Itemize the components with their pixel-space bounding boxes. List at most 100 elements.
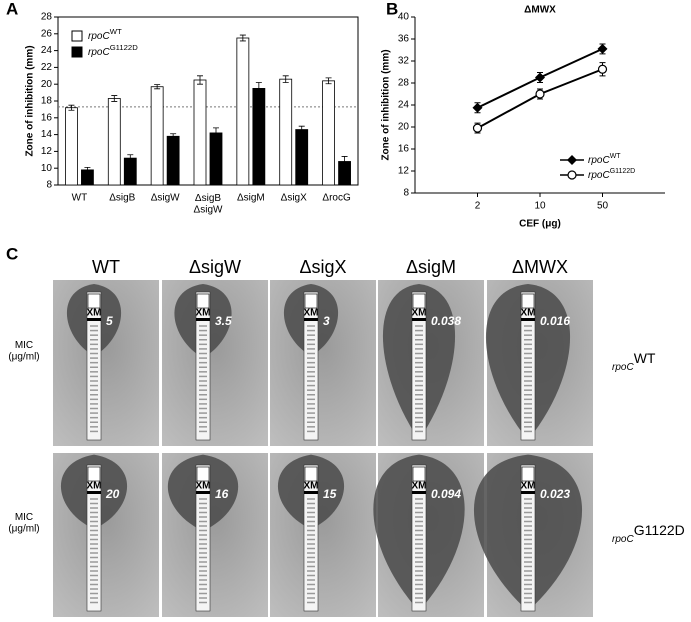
- strip-label: XM: [521, 308, 536, 319]
- strip-logo: [521, 293, 535, 309]
- y-axis-label: Zone of inhibition (mm): [381, 49, 392, 160]
- x-tick-label: WT: [72, 193, 88, 204]
- name-sup: G1122D: [634, 522, 685, 538]
- strip-logo: [196, 293, 210, 309]
- plot-frame: [57, 16, 359, 186]
- y-tick-label: 24: [398, 100, 410, 111]
- y-tick-label: 40: [398, 12, 410, 23]
- strip: [303, 464, 319, 612]
- panel-label: C: [6, 244, 18, 263]
- mic-value: 0.038: [431, 314, 461, 328]
- legend-label: rpoCG1122D: [612, 522, 685, 545]
- error-bar: [213, 127, 219, 139]
- name-main: rpoC: [588, 170, 610, 181]
- bar: [166, 135, 180, 186]
- strip: [86, 291, 102, 441]
- y-tick-label: 20: [398, 122, 410, 133]
- y-tick-label: 28: [398, 78, 410, 89]
- strip-label: XM: [87, 308, 102, 319]
- mic-value: 3: [323, 314, 330, 328]
- x-axis-label: CEF (μg): [519, 219, 561, 230]
- bar: [123, 157, 137, 186]
- y-tick-label: 8: [403, 188, 409, 199]
- column-header: ΔMWX: [512, 257, 568, 277]
- strip-label: XM: [412, 308, 427, 319]
- strip-logo: [87, 293, 101, 309]
- x-tick-label: ΔsigW: [151, 193, 180, 204]
- bar: [107, 98, 121, 186]
- x-tick-label: ΔsigX: [281, 193, 307, 204]
- mic-value: 0.016: [540, 314, 570, 328]
- strip-band: [87, 318, 101, 321]
- y-tick-label: 36: [398, 34, 410, 45]
- strip-band: [87, 491, 101, 494]
- mic-value: 5: [106, 314, 113, 328]
- mic-value: 15: [323, 487, 337, 501]
- marker: [567, 155, 577, 165]
- strip-logo: [412, 466, 426, 482]
- mic-value: 16: [215, 487, 229, 501]
- strip-band: [412, 491, 426, 494]
- strip-label: XM: [304, 308, 319, 319]
- y-tick-label: 18: [41, 96, 53, 107]
- x-tick-label: 2: [475, 201, 481, 212]
- bar: [150, 86, 164, 186]
- strip-band: [304, 318, 318, 321]
- error-bar: [341, 156, 348, 167]
- name-sup: G1122D: [110, 43, 139, 52]
- name-sup: G1122D: [610, 168, 636, 175]
- column-header: ΔsigW: [189, 257, 241, 277]
- x-tick-label: 50: [597, 201, 609, 212]
- y-tick-label: 32: [398, 56, 410, 67]
- strip: [411, 464, 427, 612]
- strip: [520, 291, 536, 441]
- legend-label: rpoCG1122D: [88, 43, 138, 58]
- strip-logo: [87, 466, 101, 482]
- y-tick-label: 12: [41, 146, 53, 157]
- strip: [303, 291, 319, 441]
- x-tick-label: ΔsigB: [109, 193, 135, 204]
- chart-title: ΔMWX: [524, 5, 556, 16]
- mic-value: 0.094: [431, 487, 461, 501]
- strip-band: [304, 491, 318, 494]
- name-main: rpoC: [88, 47, 110, 58]
- panel-label: A: [6, 0, 18, 18]
- strip-label: XM: [196, 308, 211, 319]
- column-header: ΔsigX: [299, 257, 346, 277]
- strip-band: [521, 318, 535, 321]
- marker: [472, 123, 483, 133]
- strip-band: [196, 491, 210, 494]
- legend-label: rpoCG1122D: [588, 168, 635, 180]
- mic-value: 3.5: [215, 314, 232, 328]
- column-header: ΔsigM: [406, 257, 456, 277]
- name-sup: WT: [110, 27, 122, 36]
- strip: [411, 291, 427, 441]
- legend-swatch: [71, 30, 83, 42]
- bar: [279, 78, 293, 186]
- strip-band: [412, 318, 426, 321]
- name-main: rpoC: [612, 362, 634, 373]
- error-bar: [154, 84, 161, 90]
- error-bar: [325, 77, 332, 85]
- error-bar: [111, 95, 118, 102]
- error-bar: [197, 75, 203, 85]
- y-tick-label: 8: [46, 180, 52, 191]
- column-header: WT: [92, 257, 120, 277]
- strip-logo: [304, 466, 318, 482]
- strip-band: [521, 491, 535, 494]
- strip-label: XM: [521, 481, 536, 492]
- bar: [193, 79, 207, 186]
- mic-label: MIC (μg/ml): [8, 512, 39, 535]
- strip-logo: [521, 466, 535, 482]
- panel-label: B: [386, 0, 398, 18]
- y-tick-label: 12: [398, 166, 410, 177]
- marker: [567, 170, 577, 180]
- error-bar: [282, 75, 289, 83]
- x-tick-label: ΔsigB ΔsigW: [194, 193, 223, 216]
- strip-label: XM: [196, 481, 211, 492]
- strip: [520, 464, 536, 612]
- name-sup: WT: [634, 350, 656, 366]
- marker: [472, 102, 483, 113]
- mic-value: 20: [105, 487, 120, 501]
